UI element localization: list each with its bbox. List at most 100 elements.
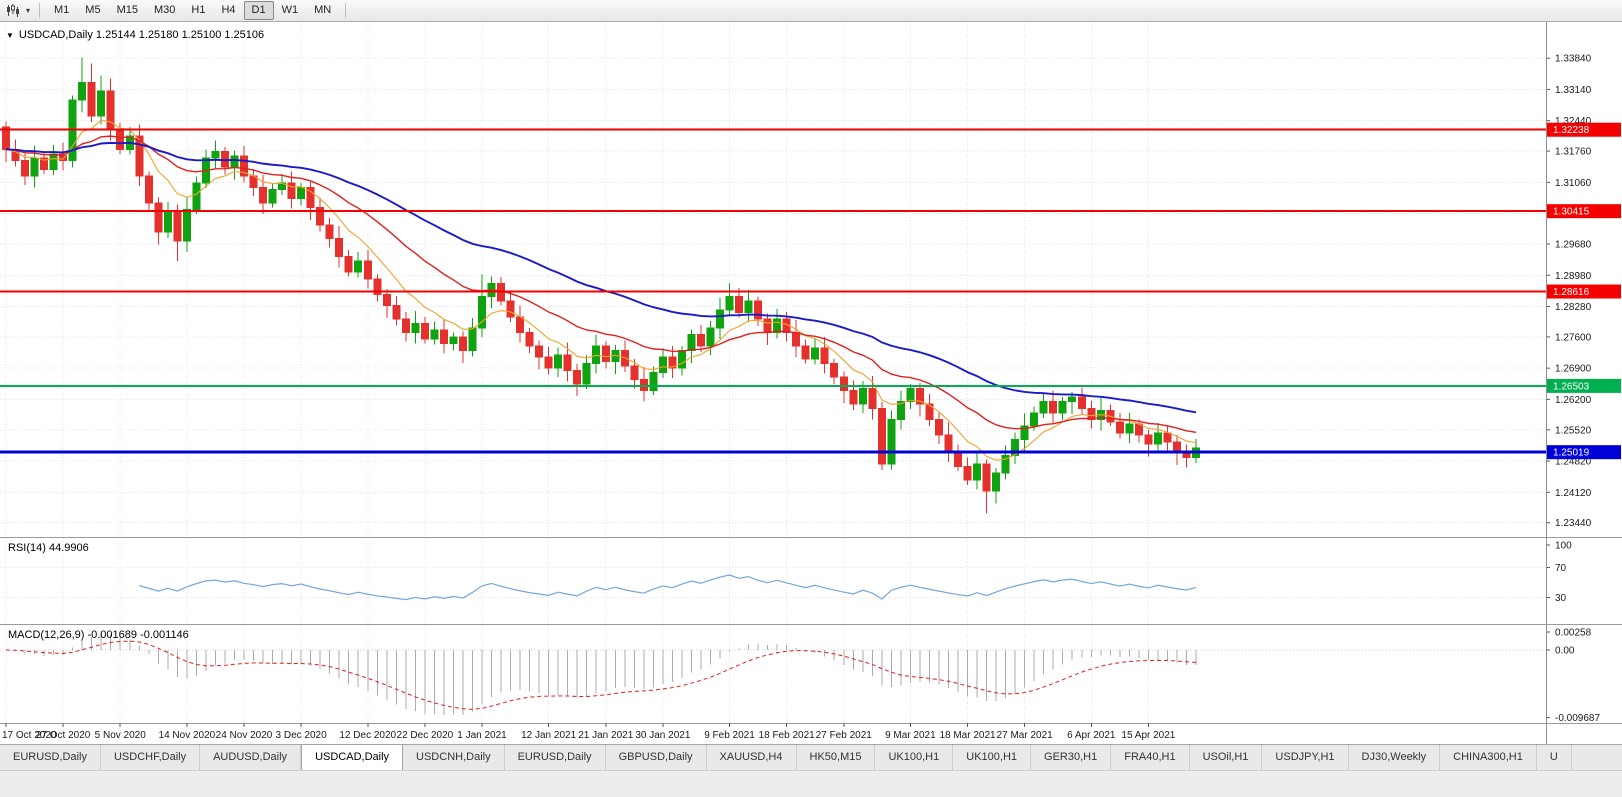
chart-tab-FRA40-H1[interactable]: FRA40,H1 [1111,745,1190,770]
chart-area[interactable]: 1.338401.331401.324401.317601.310601.303… [0,22,1622,744]
macd-axis-label: 0.00258 [1555,627,1592,638]
price-axis-label: 1.33140 [1555,85,1592,96]
chart-tab-DJ30-Weekly[interactable]: DJ30,Weekly [1348,745,1441,770]
level-price-tag-label: 1.25019 [1553,448,1590,459]
timeframe-button-H4[interactable]: H4 [221,4,236,16]
timeframe-button-D1[interactable]: D1 [243,1,274,20]
macd-signal-line [5,640,1197,710]
level-price-tag-label: 1.30415 [1553,207,1590,218]
date-axis-label: 24 Nov 2020 [216,730,273,741]
price-axis-label: 1.32440 [1555,116,1592,127]
date-axis-label: 22 Dec 2020 [397,730,454,741]
level-price-tag [1547,204,1621,219]
date-axis-label: 27 Feb 2021 [816,730,873,741]
date-axis-label: 18 Feb 2021 [759,730,816,741]
collapse-arrow-icon[interactable]: ▼ [6,30,14,40]
toolbar-separator-2 [345,3,347,18]
status-bar [0,770,1622,797]
candlestick-chart-glyph [7,4,19,17]
chart-tab-EURUSD-Daily[interactable]: EURUSD,Daily [0,745,101,770]
chart-tab-U[interactable]: U [1536,745,1572,770]
chart-tabs-bar: EURUSD,Daily USDCHF,Daily AUDUSD,Daily USDC… [0,744,1622,770]
timeframe-buttons: M1 M5 M15 M30 H1 H4 D1 W1 MN [46,1,339,20]
price-chart-canvas[interactable]: 1.338401.331401.324401.317601.310601.303… [0,22,1622,744]
rsi-indicator-label: RSI(14) 44.9906 [8,542,89,554]
timeframe-button-M5[interactable]: M5 [85,4,101,16]
price-axis-label: 1.24120 [1555,488,1592,499]
symbol-ohlc-text: USDCAD,Daily 1.25144 1.25180 1.25100 1.2… [18,29,265,41]
chart-tab-UK100-H1[interactable]: UK100,H1 [875,745,954,770]
candlestick-chart-icon[interactable] [4,3,22,19]
date-axis-label: 27 Mar 2021 [997,730,1054,741]
timeframe-button-MN[interactable]: MN [314,4,332,16]
date-axis-label: 14 Nov 2020 [159,730,216,741]
level-price-tag-label: 1.32238 [1553,125,1590,136]
date-axis-label: 21 Jan 2021 [578,730,633,741]
level-price-tag [1547,122,1621,137]
price-axis[interactable]: 1.338401.331401.324401.317601.310601.303… [1546,54,1592,530]
timeframe-button-H1[interactable]: H1 [191,4,206,16]
price-axis-label: 1.33840 [1555,54,1592,65]
price-axis-label: 1.31060 [1555,178,1592,189]
level-price-tag [1547,284,1621,299]
chart-tab-GBPUSD-Daily[interactable]: GBPUSD,Daily [605,745,707,770]
price-axis-label: 1.26900 [1555,364,1592,375]
chart-tab-CHINA300-H1[interactable]: CHINA300,H1 [1440,745,1537,770]
toolbar-separator [39,3,41,18]
ma-fast-line [5,119,1197,461]
date-axis-label: 17 Oct 2020 [2,730,57,741]
price-axis-label: 1.26200 [1555,395,1592,406]
price-axis-label: 1.25520 [1555,425,1592,436]
chart-tab-UK100-H1[interactable]: UK100,H1 [953,745,1032,770]
date-axis-label: 27 Oct 2020 [36,730,91,741]
price-axis-label: 1.24820 [1555,457,1592,468]
chart-tab-USDCNH-Daily[interactable]: USDCNH,Daily [403,745,505,770]
timeframe-button-M15[interactable]: M15 [116,4,138,16]
chart-tab-HK50-M15[interactable]: HK50,M15 [796,745,876,770]
price-axis-label: 1.23440 [1555,518,1592,529]
macd-axis-label: -0.009687 [1555,713,1600,724]
date-axis-label: 3 Dec 2020 [276,730,328,741]
timeframe-button-M1[interactable]: M1 [54,4,70,16]
chart-tab-USOil-H1[interactable]: USOil,H1 [1189,745,1263,770]
timeframe-button-M30[interactable]: M30 [153,4,176,16]
date-axis-label: 6 Apr 2021 [1067,730,1116,741]
chart-tab-USDCHF-Daily[interactable]: USDCHF,Daily [100,745,201,770]
price-axis-label: 1.28280 [1555,302,1592,313]
level-price-tag-label: 1.28616 [1553,287,1590,298]
chart-tab-XAUUSD-H4[interactable]: XAUUSD,H4 [706,745,797,770]
price-axis-label: 1.27600 [1555,332,1592,343]
date-axis-label: 18 Mar 2021 [939,730,996,741]
candlestick-series [2,57,1200,514]
price-axis-label: 1.31760 [1555,147,1592,158]
chart-dropdown-caret-icon[interactable]: ▾ [26,6,31,15]
price-axis-label: 1.28980 [1555,271,1592,282]
date-axis-label: 15 Apr 2021 [1121,730,1175,741]
chart-tab-EURUSD-Daily[interactable]: EURUSD,Daily [504,745,606,770]
chart-tab-USDCAD-Daily[interactable]: USDCAD,Daily [301,745,404,770]
chart-tab-AUDUSD-Daily[interactable]: AUDUSD,Daily [200,745,302,770]
level-price-tag [1547,445,1621,460]
date-axis-label: 12 Dec 2020 [339,730,396,741]
macd-axis-label: 0.00 [1555,646,1575,657]
rsi-panel: 100 70 30 RSI(14) 44.9906 [0,541,1572,604]
rsi-axis-label: 100 [1555,541,1572,552]
date-axis-label: 30 Jan 2021 [635,730,690,741]
chart-tab-GER30-H1[interactable]: GER30,H1 [1031,745,1112,770]
chart-tab-USDJPY-H1[interactable]: USDJPY,H1 [1262,745,1349,770]
level-price-tag-label: 1.26503 [1553,381,1590,392]
date-axis-label: 9 Feb 2021 [704,730,755,741]
timeframe-toolbar: ▾ M1 M5 M15 M30 H1 H4 D1 W1 MN [0,0,1622,22]
price-axis-label: 1.29680 [1555,239,1592,250]
rsi-axis-label: 70 [1555,563,1567,574]
ma-mid-line [5,135,1197,434]
rsi-line [139,574,1197,601]
date-axis-label: 5 Nov 2020 [95,730,147,741]
macd-indicator-label: MACD(12,26,9) -0.001689 -0.001146 [8,629,189,641]
panel-separators[interactable] [0,22,1622,744]
timeframe-button-W1[interactable]: W1 [281,4,299,16]
macd-panel: 0.00258 0.00 -0.009687 MACD(12,26,9) -0.001… [0,627,1600,724]
level-price-tag [1547,378,1621,393]
date-axis-label: 12 Jan 2021 [521,730,576,741]
